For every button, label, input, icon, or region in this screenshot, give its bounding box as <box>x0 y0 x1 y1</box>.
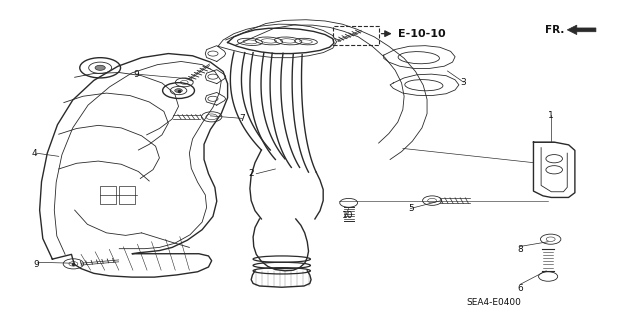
Text: 9: 9 <box>133 70 139 78</box>
Text: 4: 4 <box>32 149 38 158</box>
Text: 6: 6 <box>518 284 524 293</box>
Text: 10: 10 <box>342 211 354 220</box>
Text: FR.: FR. <box>545 25 564 35</box>
Text: 7: 7 <box>239 114 245 123</box>
Text: 1: 1 <box>548 111 554 120</box>
Text: 9: 9 <box>33 260 39 269</box>
Text: 8: 8 <box>518 245 524 254</box>
Bar <box>333 26 379 45</box>
Text: 3: 3 <box>460 78 466 86</box>
Circle shape <box>95 65 105 70</box>
Text: 2: 2 <box>248 169 254 178</box>
Bar <box>100 186 116 204</box>
Text: SEA4-E0400: SEA4-E0400 <box>467 298 522 307</box>
Text: E-10-10: E-10-10 <box>397 29 445 39</box>
Polygon shape <box>567 25 596 34</box>
Circle shape <box>175 89 182 93</box>
Text: 5: 5 <box>408 204 413 213</box>
Bar <box>119 186 135 204</box>
